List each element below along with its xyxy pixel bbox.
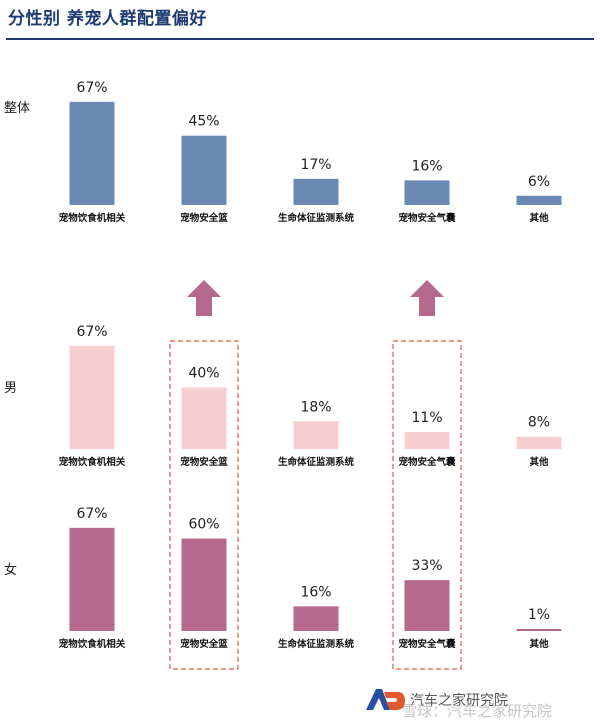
data-label: 67% (76, 506, 107, 522)
bar (69, 345, 115, 449)
data-label: 18% (300, 399, 331, 415)
bar (293, 606, 339, 631)
page-title: 分性别 养宠人群配置偏好 (8, 9, 207, 29)
category-label: 宠物饮食机相关 (59, 456, 126, 468)
category-label: 生命体征监测系统 (278, 212, 355, 224)
series-label: 男 (4, 381, 17, 396)
bar (181, 387, 227, 449)
bar (181, 538, 227, 631)
category-label: 宠物安全气囊 (398, 638, 456, 650)
autohome-logo-icon (366, 689, 405, 710)
bar (293, 178, 339, 205)
data-label: 33% (411, 558, 442, 574)
bar (293, 421, 339, 449)
data-label: 45% (188, 114, 219, 130)
category-label: 其他 (529, 212, 549, 224)
footer-org-name: 汽车之家研究院 (410, 693, 508, 709)
data-label: 11% (411, 410, 442, 426)
category-label: 宠物安全篮 (180, 456, 228, 468)
category-label: 其他 (529, 638, 549, 650)
category-label: 宠物安全篮 (180, 212, 228, 224)
data-label: 16% (411, 158, 442, 174)
data-label: 17% (300, 157, 331, 173)
data-label: 67% (76, 80, 107, 96)
category-label: 宠物饮食机相关 (59, 638, 126, 650)
category-label: 其他 (529, 456, 549, 468)
category-label: 宠物安全气囊 (398, 212, 456, 224)
bar (516, 629, 562, 631)
bar (69, 527, 115, 631)
bar (516, 195, 562, 205)
up-arrow-icon (410, 280, 444, 316)
data-label: 8% (528, 415, 550, 431)
bar (516, 436, 562, 449)
highlight-box (169, 340, 239, 670)
data-label: 60% (188, 517, 219, 533)
title-divider (6, 38, 594, 40)
bar (69, 101, 115, 205)
bar (404, 580, 450, 631)
bar (404, 432, 450, 449)
highlight-box (392, 340, 462, 670)
category-label: 宠物安全气囊 (398, 456, 456, 468)
data-label: 40% (188, 365, 219, 381)
category-label: 宠物饮食机相关 (59, 212, 126, 224)
data-label: 1% (528, 607, 550, 623)
category-label: 生命体征监测系统 (278, 638, 355, 650)
category-label: 生命体征监测系统 (278, 456, 355, 468)
data-label: 16% (300, 584, 331, 600)
data-label: 6% (528, 174, 550, 190)
bar (404, 180, 450, 205)
up-arrow-icon (187, 280, 221, 316)
category-label: 宠物安全篮 (180, 638, 228, 650)
watermark-text: 雪球：汽车之家研究院 (402, 702, 553, 720)
data-label: 67% (76, 324, 107, 340)
bar (181, 135, 227, 205)
series-label: 整体 (4, 101, 30, 116)
series-label: 女 (4, 562, 17, 578)
